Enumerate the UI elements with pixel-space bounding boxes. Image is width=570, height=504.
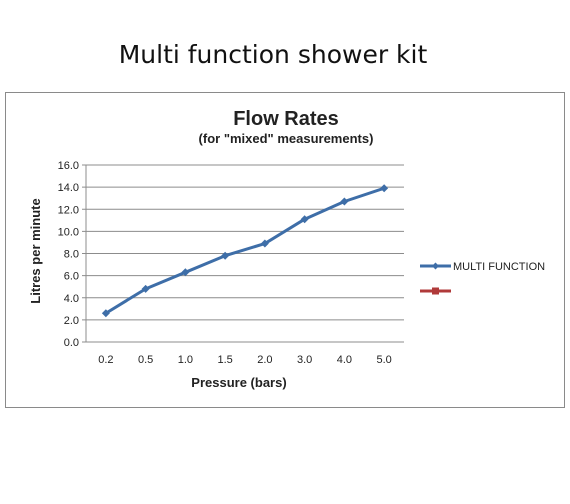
gridlines bbox=[85, 164, 404, 343]
x-tick-label: 1.0 bbox=[178, 354, 193, 366]
y-tick-label: 14.0 bbox=[58, 182, 79, 194]
chart-title: Flow Rates bbox=[233, 108, 339, 130]
x-tick-label: 4.0 bbox=[337, 354, 352, 366]
x-tick-label: 5.0 bbox=[376, 354, 391, 366]
legend: MULTI FUNCTION bbox=[420, 261, 545, 295]
page-heading: Multi function shower kit bbox=[118, 40, 428, 69]
y-tick-label: 8.0 bbox=[64, 249, 79, 261]
legend-marker bbox=[432, 262, 439, 270]
data-point bbox=[101, 309, 110, 318]
y-tick-label: 12.0 bbox=[58, 204, 79, 216]
x-tick-label: 2.0 bbox=[257, 354, 272, 366]
x-axis-label: Pressure (bars) bbox=[191, 375, 286, 390]
data-point bbox=[260, 239, 269, 248]
data-point bbox=[300, 215, 309, 224]
chart-frame: Flow Rates (for "mixed" measurements) 0.… bbox=[5, 92, 565, 408]
data-point bbox=[141, 284, 150, 293]
x-tick-label: 0.2 bbox=[98, 354, 113, 366]
y-axis-label: Litres per minute bbox=[28, 198, 43, 303]
y-tick-label: 2.0 bbox=[64, 315, 79, 327]
x-tick-label: 0.5 bbox=[138, 354, 153, 366]
data-point bbox=[380, 184, 389, 193]
y-tick-label: 10.0 bbox=[58, 226, 79, 238]
y-tick-label: 16.0 bbox=[58, 160, 79, 172]
series-layer bbox=[101, 184, 389, 318]
flow-rate-chart: Flow Rates (for "mixed" measurements) 0.… bbox=[28, 108, 545, 390]
legend-marker bbox=[432, 287, 439, 295]
chart-subtitle: (for "mixed" measurements) bbox=[199, 131, 374, 146]
x-tick-label: 1.5 bbox=[217, 354, 232, 366]
y-tick-label: 6.0 bbox=[64, 271, 79, 283]
x-tick-label: 3.0 bbox=[297, 354, 312, 366]
data-point bbox=[181, 268, 190, 277]
data-point bbox=[340, 197, 349, 206]
data-point bbox=[221, 251, 230, 260]
y-tick-label: 4.0 bbox=[64, 293, 79, 305]
x-axis-ticks: 0.2 0.5 1.0 1.5 2.0 3.0 4.0 5.0 bbox=[98, 354, 392, 366]
legend-label: MULTI FUNCTION bbox=[453, 261, 545, 273]
series-line bbox=[105, 186, 385, 315]
y-tick-label: 0.0 bbox=[64, 337, 79, 349]
y-axis-ticks: 0.0 2.0 4.0 6.0 8.0 10.0 12.0 14.0 16.0 bbox=[58, 160, 86, 349]
